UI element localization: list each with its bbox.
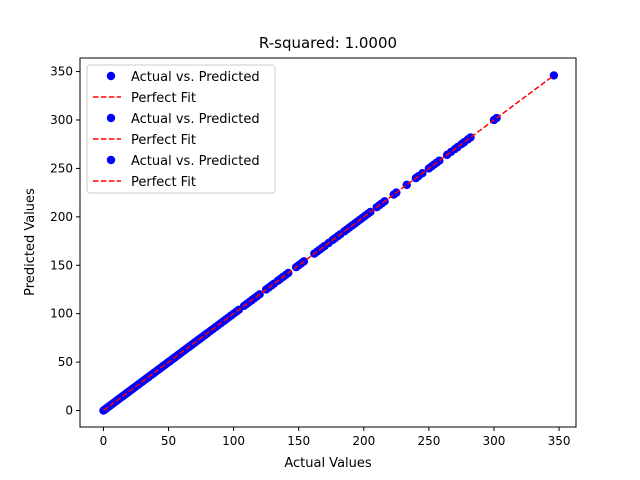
legend-items: Actual vs. Predicted Perfect Fit Actual vs…	[93, 70, 260, 190]
x-tick-label: 300	[483, 434, 506, 448]
y-tick-label: 350	[50, 65, 73, 79]
legend-label: Actual vs. Predicted	[131, 154, 260, 169]
x-tick-label: 350	[548, 434, 571, 448]
legend-item: Actual vs. Predicted	[106, 154, 260, 169]
y-tick-label: 50	[58, 355, 73, 369]
legend-label: Perfect Fit	[131, 91, 196, 106]
legend-item: Perfect Fit	[93, 91, 196, 106]
y-tick-label: 200	[50, 210, 73, 224]
x-tick-label: 100	[222, 434, 245, 448]
y-tick-label: 150	[50, 258, 73, 272]
y-tick-label: 300	[50, 113, 73, 127]
y-axis: 0 50 100 150 200 250 300 350	[50, 65, 80, 418]
legend-label: Actual vs. Predicted	[131, 70, 260, 85]
x-tick-label: 250	[417, 434, 440, 448]
legend: Actual vs. Predicted Perfect Fit Actual vs…	[86, 64, 276, 194]
x-axis: 0 50 100 150 200 250 300 350	[100, 427, 571, 448]
y-tick-label: 100	[50, 307, 73, 321]
legend-item: Perfect Fit	[93, 175, 196, 190]
x-tick-label: 50	[161, 434, 176, 448]
chart-title: R-squared: 1.0000	[259, 34, 397, 52]
fit-line-layer	[102, 74, 555, 412]
plot-frame	[79, 57, 577, 428]
y-tick-label: 0	[65, 404, 73, 418]
legend-item: Actual vs. Predicted	[106, 70, 260, 85]
legend-label: Perfect Fit	[131, 133, 196, 148]
legend-item: Actual vs. Predicted	[106, 112, 260, 127]
x-axis-label: Actual Values	[284, 456, 372, 471]
legend-marker-icon	[106, 113, 116, 123]
perfect-fit-line	[102, 74, 555, 412]
x-tick-label: 150	[287, 434, 310, 448]
y-tick-label: 250	[50, 161, 73, 175]
x-tick-label: 200	[352, 434, 375, 448]
legend-marker-icon	[106, 71, 116, 81]
legend-marker-icon	[106, 155, 116, 165]
legend-label: Perfect Fit	[131, 175, 196, 190]
plot-area	[79, 57, 577, 428]
legend-label: Actual vs. Predicted	[131, 112, 260, 127]
x-tick-label: 0	[100, 434, 108, 448]
legend-box	[86, 64, 276, 194]
legend-item: Perfect Fit	[93, 133, 196, 148]
y-axis-label: Predicted Values	[23, 188, 38, 296]
